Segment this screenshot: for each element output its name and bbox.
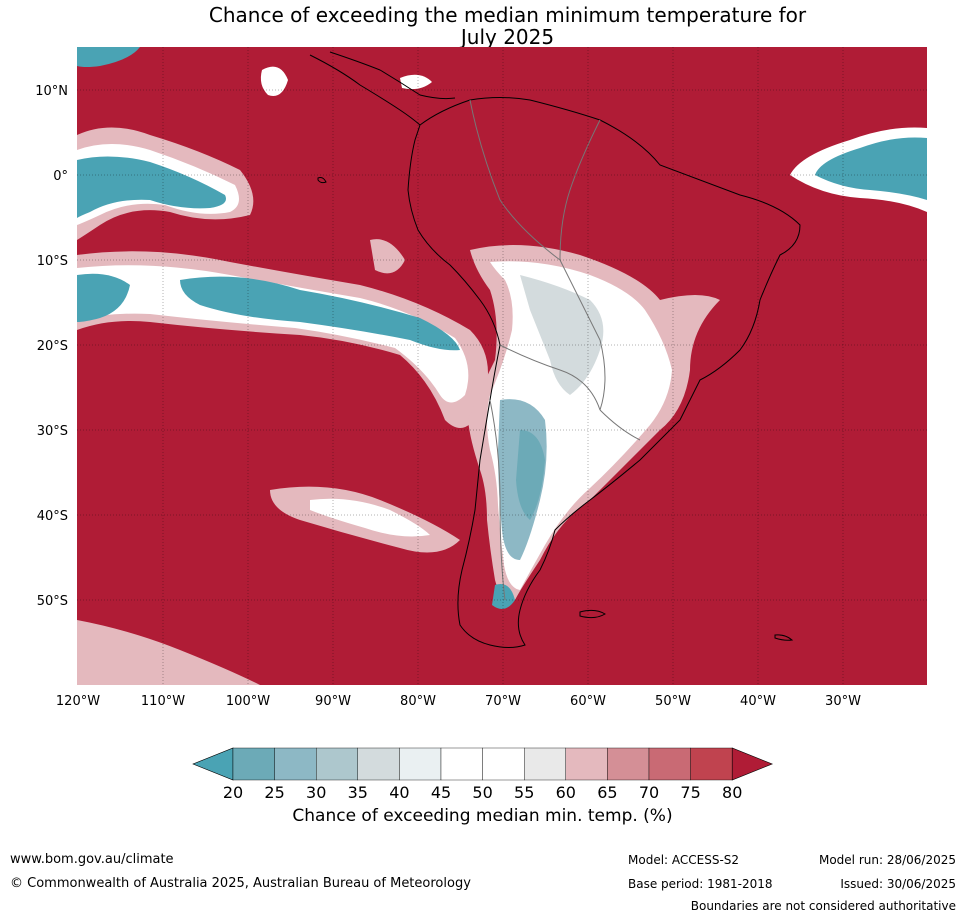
lon-label-60w: 60°W [570,694,606,709]
probability-field [77,47,927,685]
footer-base-period: Base period: 1981-2018 [628,877,773,891]
colorbar-extend-low [192,747,234,781]
colorbar-tick-label: 35 [348,783,368,802]
equatorial-teal-band [77,156,226,218]
colorbar-tick-label: 80 [722,783,742,802]
atlantic-teal-patch [815,137,927,200]
southern-ocean-pink [77,620,260,685]
colorbar-segment [274,747,317,781]
lon-label-90w: 90°W [315,694,351,709]
colorbar-segment [482,747,525,781]
colorbar-segment [316,747,359,781]
south-pacific-teal-central [180,276,460,351]
colorbar-tick-label: 75 [680,783,700,802]
lon-label-100w: 100°W [226,694,270,709]
falkland-islands [579,609,606,619]
footer-copyright: © Commonwealth of Australia 2025, Austra… [10,876,471,891]
lat-label-10n: 10°N [35,84,68,99]
colorbar-tick-label: 45 [431,783,451,802]
central-america-coastline [309,54,421,126]
colorbar-segment [440,747,483,781]
south-pacific-teal-west [77,273,130,322]
colorbar-tick-label: 40 [389,783,409,802]
tierra-del-fuego-teal [492,584,515,609]
colorbar-segment [399,747,442,781]
caribbean-coastline [329,51,456,100]
longitude-labels: 120°W 110°W 100°W 90°W 80°W 70°W 60°W 50… [56,694,861,709]
nw-pacific-low-patch [77,47,140,67]
footer-issued: Issued: 30/06/2025 [840,877,956,891]
colorbar-segment [648,747,691,781]
southeast-pacific-white [310,498,430,537]
footer-website: www.bom.gov.au/climate [10,852,174,867]
pacific-small-patch [370,239,405,274]
lat-label-0: 0° [53,169,68,184]
colorbar-segment [565,747,608,781]
colorbar-segment [690,747,733,781]
colorbar-tick-label: 25 [264,783,284,802]
colorbar-segment [232,747,275,781]
lat-label-40s: 40°S [37,509,68,524]
lon-label-30w: 30°W [825,694,861,709]
colorbar-tick-label: 60 [556,783,576,802]
lon-label-120w: 120°W [56,694,100,709]
country-borders [469,99,641,601]
footer-model: Model: ACCESS-S2 [628,853,740,867]
caribbean-white-patch [400,74,432,90]
graticule [77,47,927,685]
map-title: Chance of exceeding the median minimum t… [0,4,965,48]
colorbar-tick-label: 70 [639,783,659,802]
colorbar-segment [524,747,567,781]
colorbar: 20 25 30 35 40 45 50 55 60 65 70 75 80 [192,747,774,802]
lat-label-10s: 10°S [37,254,68,269]
colorbar-tick-label: 20 [223,783,243,802]
latitude-labels: 10°N 0° 10°S 20°S 30°S 40°S 50°S [35,84,68,609]
colorbar-tick-label: 50 [472,783,492,802]
lon-label-70w: 70°W [485,694,521,709]
colorbar-extend-high [731,747,774,781]
colorbar-tick-label: 65 [597,783,617,802]
footer-model-run: Model run: 28/06/2025 [818,853,956,867]
patagonia-teal-core [516,430,545,520]
footer-disclaimer: Boundaries are not considered authoritat… [690,899,956,913]
lat-label-50s: 50°S [37,594,68,609]
lon-label-110w: 110°W [141,694,185,709]
lon-label-50w: 50°W [655,694,691,709]
colorbar-segment [357,747,400,781]
lon-label-40w: 40°W [740,694,776,709]
title-line-1: Chance of exceeding the median minimum t… [208,3,807,27]
colorbar-tick-label: 30 [306,783,326,802]
lat-label-20s: 20°S [37,339,68,354]
south-georgia [774,634,794,641]
south-america-coastline [407,97,801,648]
title-line-2: July 2025 [460,25,555,49]
south-pacific-white-band [77,265,469,403]
lon-label-80w: 80°W [400,694,436,709]
colorbar-label: Chance of exceeding median min. temp. (%… [292,806,673,826]
lat-label-30s: 30°S [37,424,68,439]
pacific-north-white-patch [260,66,288,96]
galapagos-islands [317,177,327,184]
colorbar-segment [607,747,650,781]
colorbar-tick-label: 55 [514,783,534,802]
